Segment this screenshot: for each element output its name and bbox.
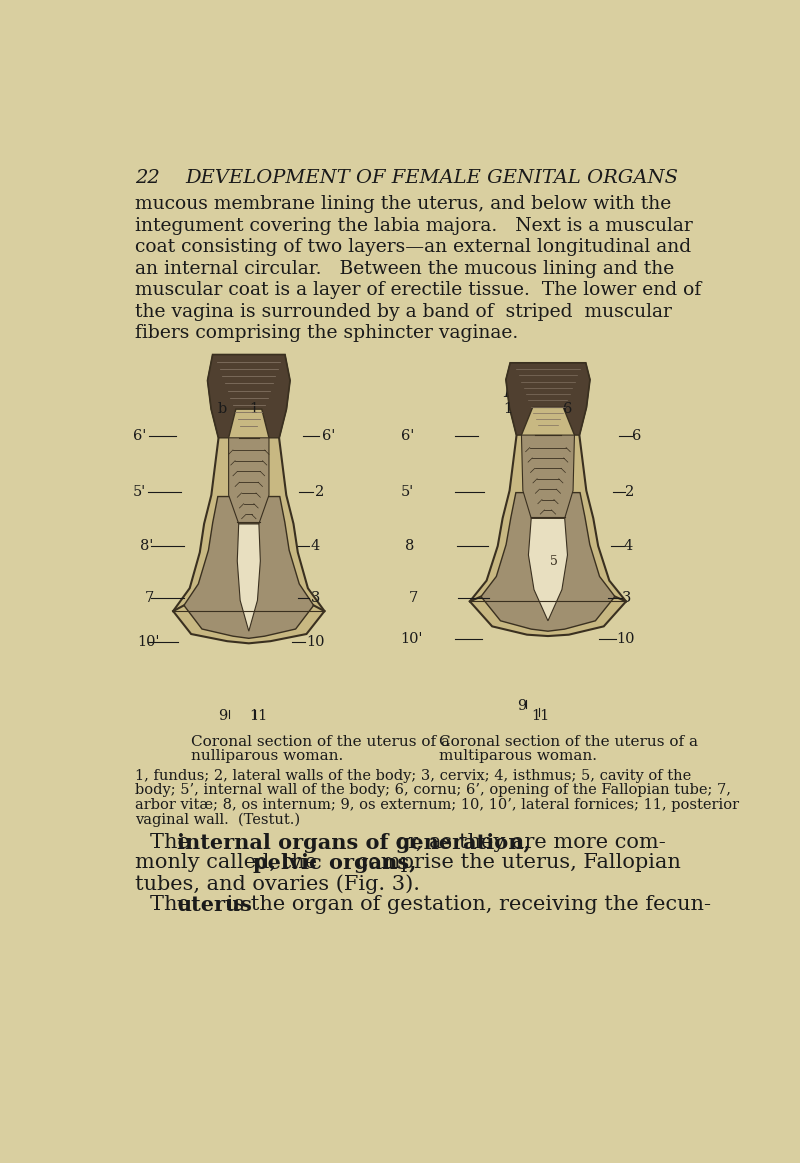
Text: an internal circular.   Between the mucous lining and the: an internal circular. Between the mucous… bbox=[135, 259, 674, 278]
Text: 5': 5' bbox=[401, 485, 414, 499]
Polygon shape bbox=[470, 363, 626, 636]
Text: b: b bbox=[218, 402, 227, 416]
Text: 3: 3 bbox=[310, 592, 320, 606]
Text: 6: 6 bbox=[632, 429, 641, 443]
Text: the vagina is surrounded by a band of  striped  muscular: the vagina is surrounded by a band of st… bbox=[135, 302, 672, 321]
Text: 2: 2 bbox=[315, 485, 325, 499]
Polygon shape bbox=[238, 523, 260, 632]
Text: 4: 4 bbox=[310, 540, 320, 554]
Text: muscular coat is a layer of erectile tissue.  The lower end of: muscular coat is a layer of erectile tis… bbox=[135, 281, 701, 299]
Polygon shape bbox=[173, 355, 325, 643]
Text: or, as they are more com-: or, as they are more com- bbox=[389, 833, 666, 851]
Text: pelvic organs,: pelvic organs, bbox=[254, 854, 417, 873]
Text: 9: 9 bbox=[517, 699, 526, 713]
Text: 6': 6' bbox=[133, 429, 146, 443]
Text: uterus: uterus bbox=[177, 896, 253, 915]
Text: 11: 11 bbox=[249, 709, 267, 723]
Polygon shape bbox=[522, 435, 574, 519]
Text: 1: 1 bbox=[249, 402, 258, 416]
Text: body; 5’, internal wall of the body; 6, cornu; 6’, opening of the Fallopian tube: body; 5’, internal wall of the body; 6, … bbox=[135, 783, 731, 798]
Text: 3: 3 bbox=[622, 592, 631, 606]
Text: DEVELOPMENT OF FEMALE GENITAL ORGANS: DEVELOPMENT OF FEMALE GENITAL ORGANS bbox=[186, 169, 678, 187]
Text: 11: 11 bbox=[531, 708, 549, 722]
Text: The: The bbox=[150, 833, 197, 851]
Polygon shape bbox=[229, 437, 269, 523]
Text: vaginal wall.  (Testut.): vaginal wall. (Testut.) bbox=[135, 813, 300, 827]
Polygon shape bbox=[184, 497, 314, 638]
Text: integument covering the labia majora.   Next is a muscular: integument covering the labia majora. Ne… bbox=[135, 216, 693, 235]
Text: 10: 10 bbox=[306, 635, 325, 649]
Text: 6: 6 bbox=[563, 402, 573, 416]
Text: multiparous woman.: multiparous woman. bbox=[439, 749, 598, 763]
Text: Fig. 4: Fig. 4 bbox=[236, 385, 284, 401]
Text: 7: 7 bbox=[409, 592, 418, 606]
Text: monly called, the: monly called, the bbox=[135, 854, 324, 872]
Text: comprise the uterus, Fallopian: comprise the uterus, Fallopian bbox=[350, 854, 682, 872]
Text: Coronal section of the uterus of a: Coronal section of the uterus of a bbox=[439, 735, 698, 749]
Text: 8': 8' bbox=[140, 540, 154, 554]
Text: 2: 2 bbox=[626, 485, 634, 499]
Text: 6': 6' bbox=[401, 429, 414, 443]
Text: 5: 5 bbox=[550, 556, 558, 569]
Text: fibers comprising the sphincter vaginae.: fibers comprising the sphincter vaginae. bbox=[135, 324, 518, 342]
Text: 10: 10 bbox=[616, 632, 634, 645]
Text: 9: 9 bbox=[218, 709, 227, 723]
Polygon shape bbox=[506, 363, 590, 435]
Text: 8: 8 bbox=[405, 540, 414, 554]
Text: 5': 5' bbox=[133, 485, 146, 499]
Text: 4: 4 bbox=[624, 540, 633, 554]
Polygon shape bbox=[481, 493, 615, 632]
Text: 22: 22 bbox=[135, 169, 160, 187]
Text: coat consisting of two layers—an external longitudinal and: coat consisting of two layers—an externa… bbox=[135, 238, 691, 256]
Text: The: The bbox=[150, 896, 197, 914]
Text: 1: 1 bbox=[503, 402, 512, 416]
Text: internal organs of generation,: internal organs of generation, bbox=[177, 833, 530, 852]
Text: Fig. 5: Fig. 5 bbox=[503, 385, 552, 401]
Text: 1, fundus; 2, lateral walls of the body; 3, cervix; 4, isthmus; 5, cavity of the: 1, fundus; 2, lateral walls of the body;… bbox=[135, 769, 691, 783]
Text: is the organ of gestation, receiving the fecun-: is the organ of gestation, receiving the… bbox=[220, 896, 711, 914]
Text: mucous membrane lining the uterus, and below with the: mucous membrane lining the uterus, and b… bbox=[135, 195, 671, 213]
Polygon shape bbox=[529, 519, 567, 621]
Text: 6': 6' bbox=[322, 429, 336, 443]
Text: arbor vitæ; 8, os internum; 9, os externum; 10, 10’, lateral fornices; 11, poste: arbor vitæ; 8, os internum; 9, os extern… bbox=[135, 798, 739, 812]
Text: Coronal section of the uterus of a: Coronal section of the uterus of a bbox=[191, 735, 450, 749]
Text: 10': 10' bbox=[401, 632, 423, 645]
Text: 10': 10' bbox=[138, 635, 160, 649]
Text: 7: 7 bbox=[145, 592, 154, 606]
Text: tubes, and ovaries (Fig. 3).: tubes, and ovaries (Fig. 3). bbox=[135, 875, 420, 894]
Polygon shape bbox=[208, 355, 290, 437]
Text: nulliparous woman.: nulliparous woman. bbox=[191, 749, 344, 763]
